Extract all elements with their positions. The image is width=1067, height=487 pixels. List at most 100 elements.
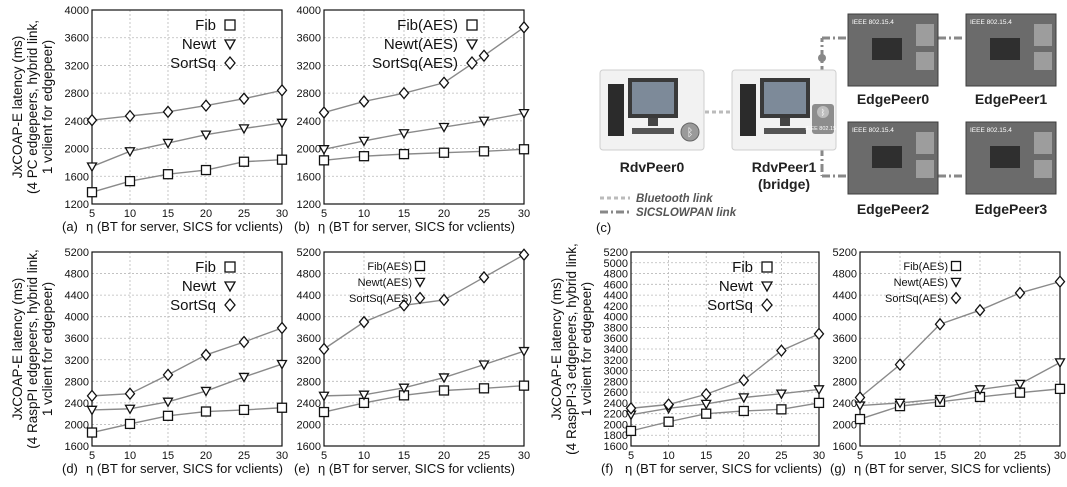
x-tick-label: 30 <box>518 450 530 462</box>
y-tick-label: 5200 <box>297 247 321 259</box>
monitor-stand <box>648 118 658 126</box>
board-chip <box>872 38 902 60</box>
y-tick-label: 1600 <box>65 171 89 183</box>
plot-frame <box>859 251 1061 447</box>
bluetooth-glyph: ᛒ <box>821 108 826 117</box>
y-tick-label: 2600 <box>604 387 628 399</box>
data-point-Fib <box>162 410 174 421</box>
bluetooth-glyph: ᛒ <box>687 127 694 139</box>
x-tick-label: 20 <box>738 450 750 462</box>
board-port <box>1034 24 1052 46</box>
x-axis-label: η (BT for server, SICS for vclients) <box>318 219 515 234</box>
node-rdvpeer0: ᛒ <box>599 69 705 151</box>
x-tick-label: 25 <box>478 450 490 462</box>
panel-label: (b) <box>294 219 310 234</box>
x-tick-label: 15 <box>398 450 410 462</box>
y-axis-label-line: JxCOAP-E latency (ms) <box>549 278 564 421</box>
y-tick-label: 2800 <box>65 376 89 388</box>
board-port <box>1034 132 1052 154</box>
screen <box>764 82 806 114</box>
legend-marker <box>761 297 773 313</box>
x-tick-label: 25 <box>238 208 250 220</box>
data-point-SortSq(AES) <box>518 20 530 34</box>
series-line-Fib(AES) <box>323 384 525 413</box>
data-point-SortSq <box>124 109 136 123</box>
y-tick-label: 4000 <box>833 312 857 324</box>
data-point-Fib <box>86 427 98 438</box>
data-point-SortSq <box>663 398 674 411</box>
data-point-SortSq(AES) <box>478 49 490 63</box>
legend-label: Fib(AES) <box>397 17 458 34</box>
data-point-Fib <box>200 164 212 176</box>
legend-label: Fib <box>195 17 216 34</box>
series-line-Newt(AES) <box>323 350 525 397</box>
plot-frame <box>323 251 525 447</box>
legend-bluetooth-label: Bluetooth link <box>636 193 713 205</box>
data-point-Fib <box>276 402 288 413</box>
series-line-Newt(AES) <box>859 361 1061 407</box>
y-tick-label: 4800 <box>833 269 857 281</box>
data-point-SortSq(AES) <box>894 358 906 372</box>
board-chip <box>990 38 1020 60</box>
y-tick-label: 3200 <box>833 355 857 367</box>
charts-layer: 1200 1600 2000 2400 2800 3200 3600 4000 5 10 15 20 2… <box>62 5 1066 476</box>
data-point-SortSq <box>813 327 825 341</box>
panel-label: (g) <box>830 461 846 476</box>
y-tick-label: 3600 <box>297 33 321 45</box>
legend-marker <box>223 281 237 293</box>
data-point-Newt <box>738 393 750 404</box>
series-line-SortSq <box>630 333 820 409</box>
node-label-edgepeer0: EdgePeer0 <box>857 91 930 107</box>
data-point-Fib(AES) <box>438 385 450 396</box>
legend-marker <box>760 281 774 293</box>
y-tick-label: 5200 <box>833 247 857 259</box>
data-point-Newt(AES) <box>478 116 490 127</box>
data-point-SortSq <box>276 83 288 97</box>
ieee802154-badge-text: IEEE 802.15.4 <box>805 126 840 132</box>
data-point-Fib(AES) <box>358 151 370 162</box>
y-axis-label-group: JxCOAP-E latency (ms) (4 RaspPI edgepeers… <box>10 249 55 449</box>
data-point-Newt(AES) <box>518 108 530 120</box>
x-tick-label: 20 <box>974 450 986 462</box>
legend-label: Fib(AES) <box>903 261 948 273</box>
y-tick-label: 2400 <box>297 116 321 128</box>
x-tick-label: 10 <box>894 450 906 462</box>
series-line-Fib <box>91 407 283 434</box>
data-point-Fib <box>776 404 787 415</box>
data-point-Fib <box>200 406 212 417</box>
link-junction-dot <box>818 54 826 62</box>
data-point-SortSq <box>86 113 98 127</box>
plot-frame <box>91 251 283 447</box>
board-port <box>916 160 934 178</box>
series-line-Fib <box>630 402 820 432</box>
legend-marker <box>761 261 773 273</box>
data-point-SortSq(AES) <box>438 293 450 307</box>
y-tick-label: 4800 <box>297 269 321 281</box>
node-label-edgepeer2: EdgePeer2 <box>857 201 930 217</box>
keyboard-icon <box>764 128 806 134</box>
ieee802154-label: IEEE 802.15.4 <box>852 127 894 134</box>
y-tick-label: 2800 <box>65 88 89 100</box>
data-point-Newt <box>238 372 250 383</box>
y-tick-label: 4800 <box>604 269 628 281</box>
y-tick-label: 2400 <box>65 116 89 128</box>
data-point-Newt <box>162 138 174 149</box>
y-tick-label: 1600 <box>65 441 89 453</box>
legend-label: Fib <box>195 259 216 276</box>
board-port <box>1034 160 1052 178</box>
legend-label: SortSq(AES) <box>372 55 458 72</box>
data-point-Fib(AES) <box>478 383 490 394</box>
data-point-Newt <box>813 385 825 396</box>
data-point-SortSq <box>200 99 212 113</box>
chart-b: 1200 1600 2000 2400 2800 3200 3600 4000 5 10 15 20 2… <box>294 5 530 234</box>
y-tick-label: 1200 <box>65 199 89 211</box>
x-axis-label: η (BT for server, SICS for vclients) <box>625 461 822 476</box>
node-label-edgepeer3: EdgePeer3 <box>975 201 1048 217</box>
data-point-Fib <box>663 416 674 427</box>
x-tick-label: 25 <box>238 450 250 462</box>
tower-icon <box>740 84 756 136</box>
data-point-Fib <box>238 156 250 167</box>
data-point-SortSq <box>625 401 637 415</box>
legend-marker <box>465 39 479 51</box>
chart-f: 1600180020002200240026002800300032003400… <box>601 247 825 476</box>
